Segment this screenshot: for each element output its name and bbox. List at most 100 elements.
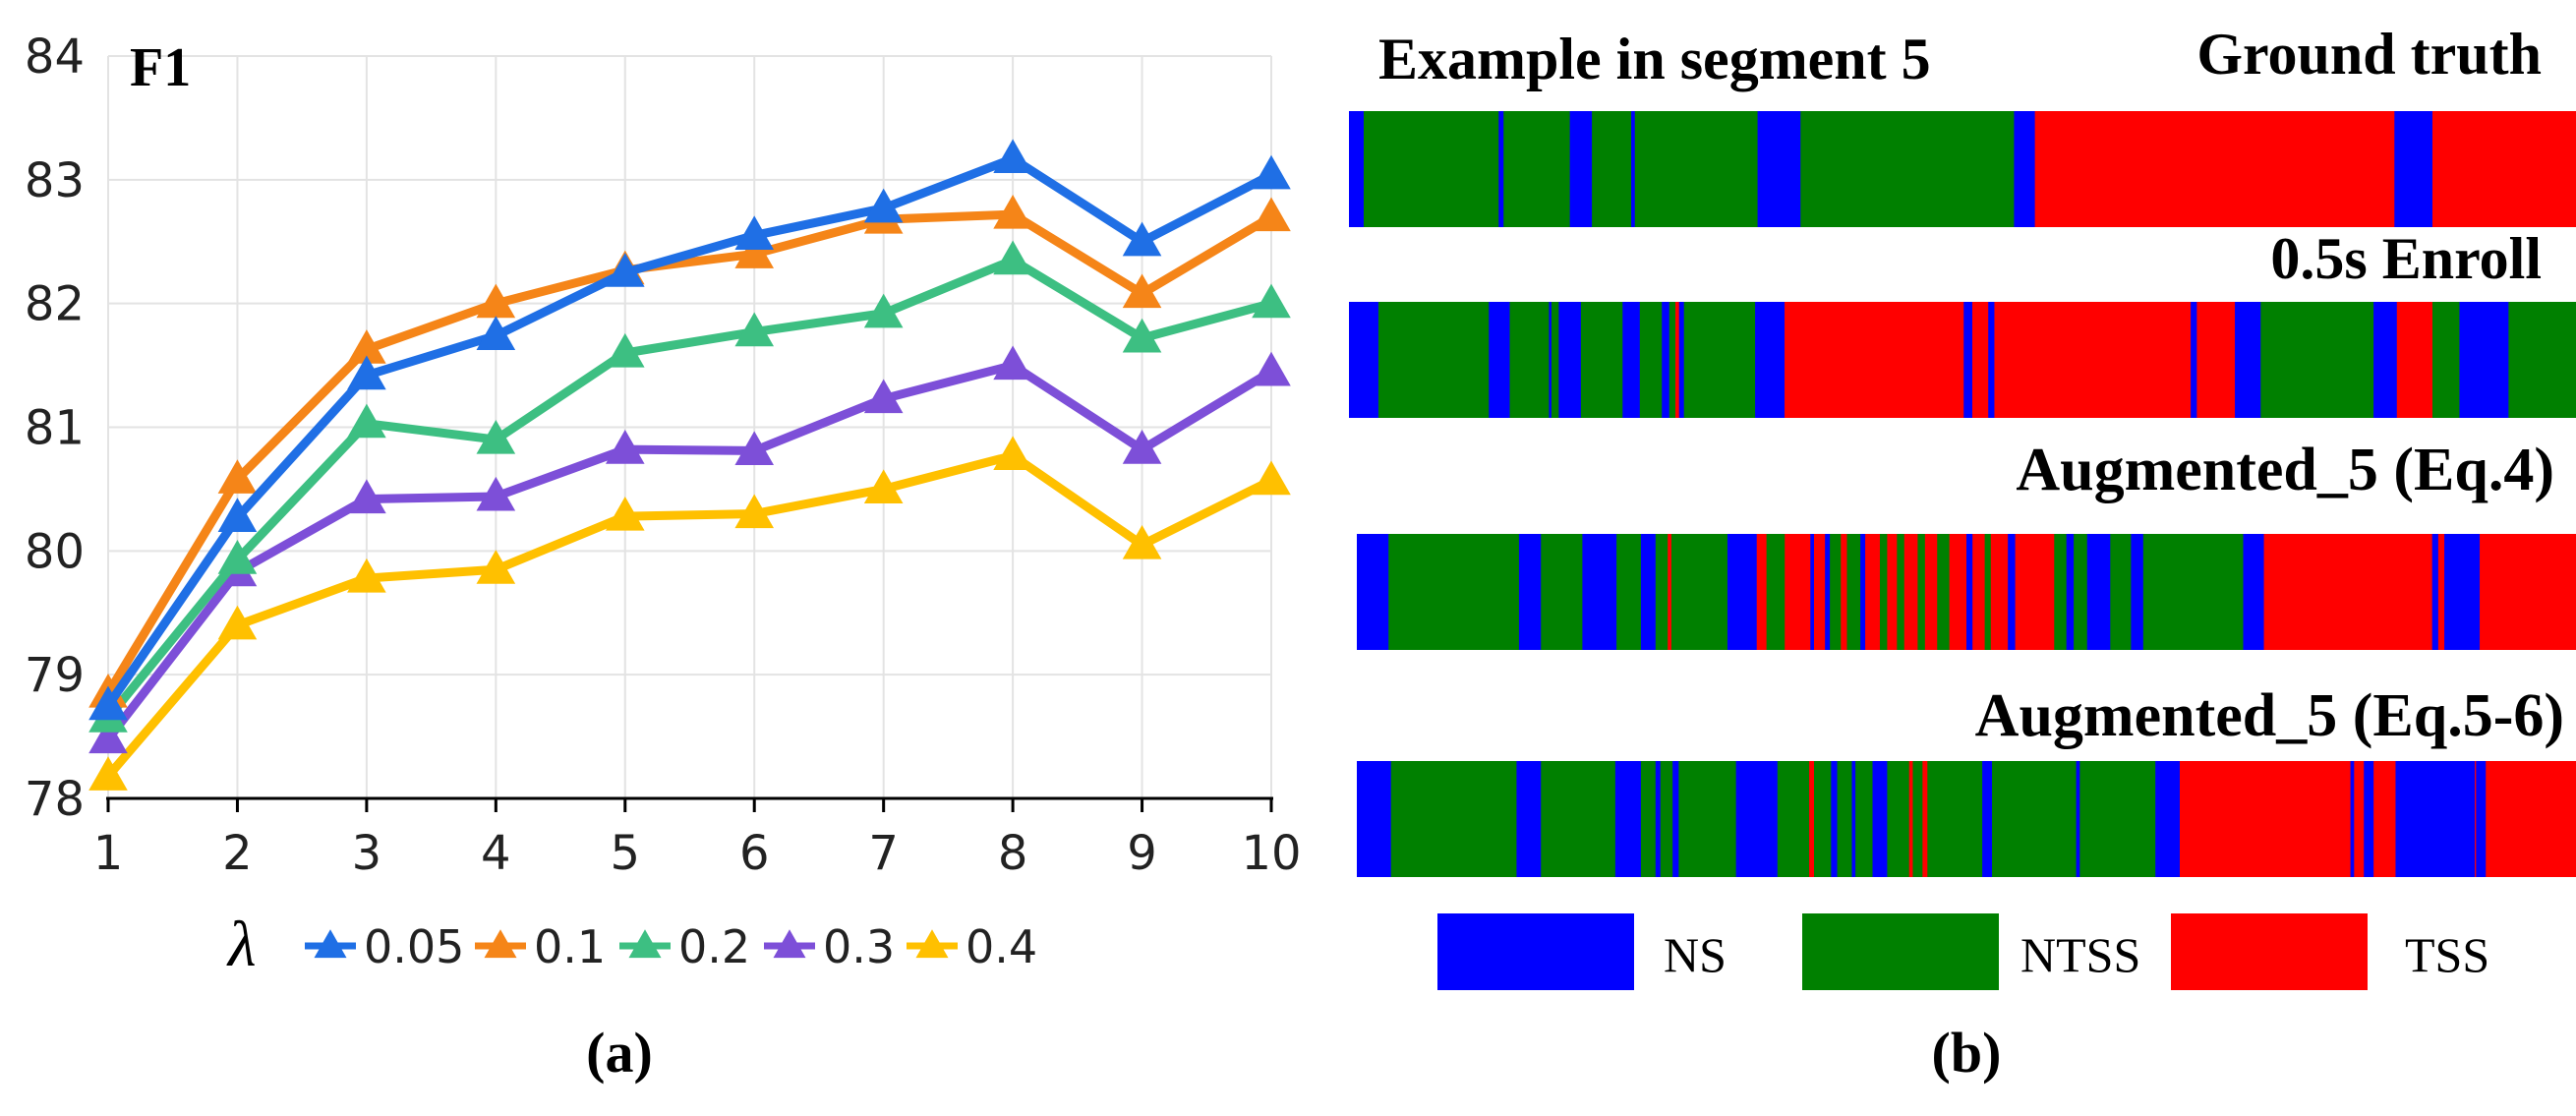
segment-tss [2480, 534, 2576, 650]
segment-tss [1924, 534, 1938, 650]
segment-ns [1810, 534, 1815, 650]
segment-ns [1357, 761, 1392, 877]
segment-ntss [1616, 534, 1642, 650]
segment-ntss [1580, 302, 1623, 418]
y-tick-label: 81 [25, 401, 85, 456]
data-point-marker [88, 685, 128, 721]
y-tick-label: 83 [25, 153, 85, 208]
data-point-marker [1252, 283, 1291, 319]
data-point-marker [863, 188, 904, 223]
data-point-marker [476, 316, 516, 350]
segment-ntss [2431, 302, 2461, 418]
y-tick-label: 79 [25, 648, 85, 703]
series-0.3 [88, 345, 1291, 754]
timeline-row: Ground truth [1349, 22, 2576, 227]
data-point-marker [1122, 430, 1162, 464]
segment-ntss [1917, 534, 1926, 650]
segment-tss [2354, 761, 2365, 877]
segment-ns [2459, 302, 2509, 418]
segment-ntss [1766, 534, 1786, 650]
data-point-marker [88, 756, 128, 791]
segment-tss [1949, 534, 1967, 650]
segment-ns [1757, 111, 1801, 227]
segment-ns [1860, 534, 1866, 650]
segment-ntss [1800, 111, 2016, 227]
segment-tss [1756, 534, 1768, 650]
data-point-marker [1252, 197, 1291, 232]
y-tick-label: 78 [25, 772, 85, 827]
segment-ntss [2142, 534, 2245, 650]
series-0.05 [88, 139, 1291, 721]
legend-item-0.2: 0.2 [619, 920, 750, 973]
legend-label: 0.1 [534, 920, 606, 973]
legend-label: 0.4 [966, 920, 1037, 973]
panel-label-a: (a) [586, 1021, 653, 1085]
segment-ns [1988, 302, 1996, 418]
segment-ns [1825, 534, 1831, 650]
segment-ns [1489, 302, 1511, 418]
timeline-row-label: 0.5s Enroll [2270, 226, 2542, 291]
data-point-marker [1122, 221, 1162, 257]
x-tick-label: 6 [739, 826, 770, 881]
data-point-marker [863, 469, 904, 503]
segment-tss [1971, 302, 1989, 418]
x-tick-label: 3 [352, 826, 382, 881]
chart-grid [107, 55, 1272, 798]
segment-ntss [1927, 761, 1983, 877]
data-point-marker [476, 550, 516, 584]
segment-ns [2066, 534, 2075, 650]
segment-ntss [2074, 534, 2088, 650]
x-tick-label: 4 [481, 826, 511, 881]
legend-label: 0.3 [823, 920, 895, 973]
segment-ns [1966, 534, 1973, 650]
segment-ntss [1669, 302, 1676, 418]
segment-ntss [1592, 111, 1632, 227]
segment-tss [1903, 534, 1918, 650]
data-point-marker [347, 403, 386, 439]
data-point-marker [734, 494, 775, 529]
segment-ntss [1897, 534, 1905, 650]
data-point-marker [1122, 273, 1162, 309]
segment-tss [2034, 111, 2395, 227]
segment-tss [1922, 761, 1928, 877]
segment-tss [2396, 302, 2433, 418]
segment-ntss [2110, 534, 2132, 650]
segment-tss [1972, 534, 1986, 650]
segment-tss [1785, 302, 1964, 418]
data-point-marker [347, 329, 386, 364]
segment-ns [1662, 302, 1670, 418]
data-point-marker [217, 498, 258, 532]
segment-ns [2155, 761, 2181, 877]
series-line [104, 209, 1274, 696]
segment-ns [1631, 111, 1636, 227]
series-0.2 [88, 240, 1291, 733]
legend-color-swatch [2171, 913, 2368, 990]
data-point-marker [605, 332, 645, 368]
segment-tss [1674, 302, 1680, 418]
segment-ntss [1984, 534, 1992, 650]
y-tick-label: 80 [25, 524, 85, 579]
data-point-marker [1122, 318, 1162, 353]
legend-item-0.3: 0.3 [764, 920, 895, 973]
segment-ns [1518, 534, 1542, 650]
y-tick-labels: 78 79 80 81 82 83 84 [25, 29, 85, 827]
series-line [104, 153, 1274, 709]
segment-ns [1614, 761, 1642, 877]
data-point-marker [217, 605, 258, 640]
segment-ns [2076, 761, 2080, 877]
segment-tss [1865, 534, 1881, 650]
segment-tss [2263, 534, 2433, 650]
segment-ns [2131, 534, 2144, 650]
segment-ntss [1814, 761, 1832, 877]
segment-ntss [1678, 761, 1737, 877]
data-point-marker [476, 283, 516, 319]
segment-ns [2235, 302, 2261, 418]
segment-ntss [1390, 761, 1518, 877]
data-point-marker [347, 355, 386, 390]
timeline-legend: NS NTSS TSS [1437, 913, 2489, 990]
legend-swatch-marker [628, 929, 662, 959]
segment-ntss [1912, 761, 1923, 877]
data-point-marker [347, 479, 386, 514]
segment-ntss [1683, 302, 1756, 418]
